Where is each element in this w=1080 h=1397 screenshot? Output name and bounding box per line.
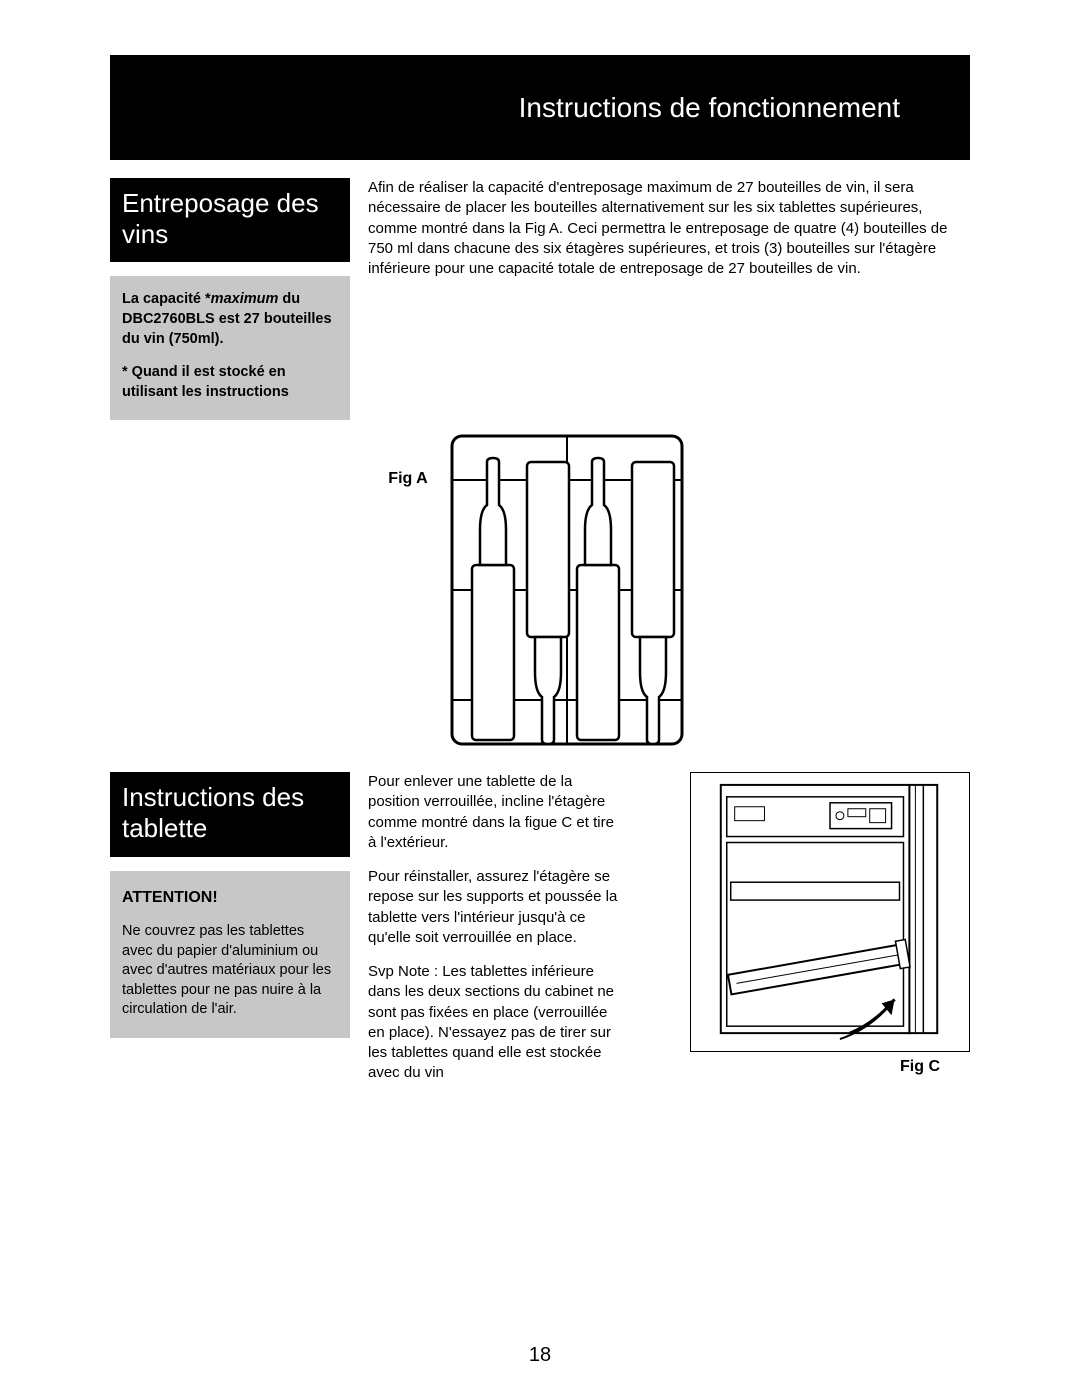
header-banner: Instructions de fonctionnement (110, 55, 970, 160)
figure-a-wrap: Fig A (110, 430, 970, 750)
shelf-paragraph-3: Svp Note : Les tablettes inférieure dans… (368, 962, 618, 1084)
storage-body-text: Afin de réaliser la capacité d'entreposa… (368, 178, 970, 279)
attention-box: ATTENTION! Ne couvrez pas les tablettes … (110, 871, 350, 1038)
section-storage: Entreposage des vins La capacité *maximu… (110, 178, 970, 420)
figure-c-illustration (690, 772, 970, 1052)
section-shelf-title: Instructions des tablette (110, 772, 350, 856)
page-number: 18 (0, 1344, 1080, 1367)
header-title: Instructions de fonctionnement (519, 92, 950, 124)
shelf-paragraph-1: Pour enlever une tablette de la position… (368, 772, 618, 853)
figure-c-col: Fig C (636, 772, 970, 1098)
section-storage-left: Entreposage des vins La capacité *maximu… (110, 178, 350, 420)
attention-text: Ne couvrez pas les tablettes avec du pap… (122, 922, 338, 1020)
section-storage-title: Entreposage des vins (110, 178, 350, 262)
section-storage-body: Afin de réaliser la capacité d'entreposa… (368, 178, 970, 420)
manual-page: Instructions de fonctionnement Entreposa… (0, 0, 1080, 1397)
figure-c-label: Fig C (900, 1058, 970, 1076)
storage-paragraph: Afin de réaliser la capacité d'entreposa… (368, 178, 970, 279)
capacity-note: * Quand il est stocké en utilisant les i… (122, 363, 338, 402)
capacity-line: La capacité *maximum du DBC2760BLS est 2… (122, 290, 338, 349)
figure-a-label: Fig A (388, 470, 427, 488)
section-shelf-left: Instructions des tablette ATTENTION! Ne … (110, 772, 350, 1098)
attention-heading: ATTENTION! (122, 887, 338, 909)
capacity-italic: maximum (211, 291, 279, 307)
section-shelf-body: Pour enlever une tablette de la position… (368, 772, 618, 1098)
section-shelf: Instructions des tablette ATTENTION! Ne … (110, 772, 970, 1098)
figure-a-illustration (442, 430, 692, 750)
capacity-note-box: La capacité *maximum du DBC2760BLS est 2… (110, 276, 350, 420)
shelf-paragraph-2: Pour réinstaller, assurez l'étagère se r… (368, 867, 618, 948)
capacity-prefix: La capacité * (122, 291, 211, 307)
